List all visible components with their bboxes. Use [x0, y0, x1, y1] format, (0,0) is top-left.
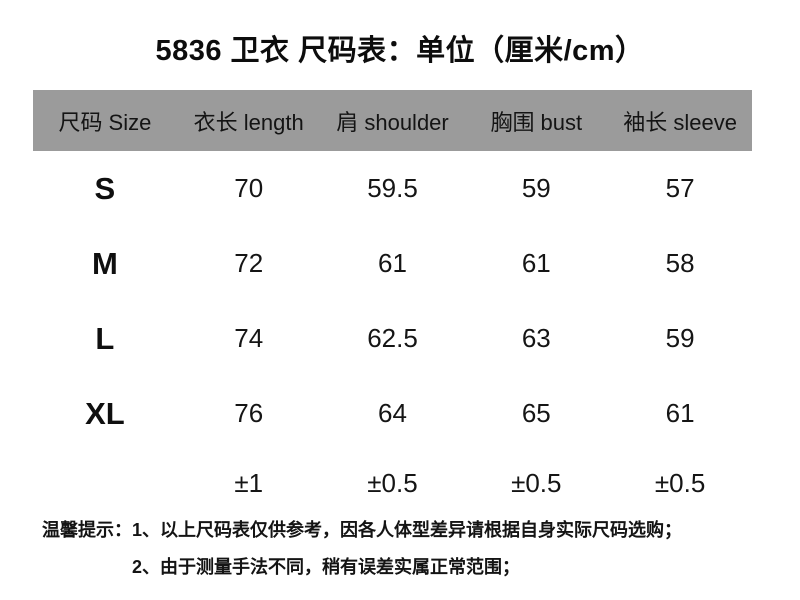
notes-items: 1、以上尺码表仅供参考，因各人体型差异请根据自身实际尺码选购； 2、由于测量手法…	[132, 519, 682, 592]
sleeve-value: 61	[665, 398, 695, 428]
table-row-xl: XL 76 64 65 61	[33, 376, 752, 451]
table-header-row: 尺码 Size 衣长 length 肩 shoulder 胸围 bust 袖长 …	[33, 90, 752, 151]
sleeve-value: 57	[665, 173, 695, 203]
shoulder-tolerance-value: ±0.5	[367, 467, 418, 498]
shoulder-value: 62.5	[367, 323, 418, 353]
length-tolerance-value: ±1	[234, 467, 264, 498]
column-header-shoulder: 肩 shoulder	[336, 109, 449, 135]
table-row-m: M 72 61 61 58	[33, 226, 752, 301]
size-label: M	[91, 245, 118, 281]
size-label: L	[95, 320, 115, 356]
shoulder-value: 59.5	[367, 173, 418, 203]
column-header-length: 衣长 length	[193, 109, 304, 135]
table-row-l: L 74 62.5 63 59	[33, 301, 752, 376]
size-table: 尺码 Size 衣长 length 肩 shoulder 胸围 bust 袖长 …	[33, 90, 752, 515]
column-header-size: 尺码 Size	[58, 109, 152, 135]
shoulder-value: 64	[378, 398, 407, 428]
bust-value: 63	[521, 323, 551, 353]
bust-tolerance-value: ±0.5	[511, 467, 562, 498]
size-label: XL	[85, 395, 125, 431]
table-row-s: S 70 59.5 59 57	[33, 151, 752, 226]
length-value: 70	[234, 173, 264, 203]
sleeve-value: 59	[665, 323, 695, 353]
bust-value: 61	[521, 248, 551, 278]
sleeve-tolerance-value: ±0.5	[654, 467, 706, 498]
shoulder-value: 61	[378, 248, 407, 278]
note-line-1: 1、以上尺码表仅供参考，因各人体型差异请根据自身实际尺码选购；	[132, 520, 683, 540]
column-header-sleeve: 袖长 sleeve	[623, 109, 737, 135]
bust-value: 59	[521, 173, 551, 203]
note-line-2: 2、由于测量手法不同，稍有误差实属正常范围；	[132, 556, 521, 577]
bust-value: 65	[521, 398, 551, 428]
notes: 温馨提示： 1、以上尺码表仅供参考，因各人体型差异请根据自身实际尺码选购； 2、…	[42, 519, 800, 592]
notes-prefix: 温馨提示：	[42, 520, 132, 540]
length-value: 72	[234, 248, 264, 278]
length-value: 76	[234, 398, 264, 428]
sleeve-value: 58	[665, 248, 695, 278]
page-title: 5836 卫衣 尺码表：单位（厘米/cm）	[155, 35, 645, 67]
length-value: 74	[234, 323, 264, 353]
column-header-bust: 胸围 bust	[490, 109, 583, 135]
size-label: S	[94, 170, 116, 206]
table-row-tolerance: ±1 ±0.5 ±0.5 ±0.5	[33, 451, 752, 515]
